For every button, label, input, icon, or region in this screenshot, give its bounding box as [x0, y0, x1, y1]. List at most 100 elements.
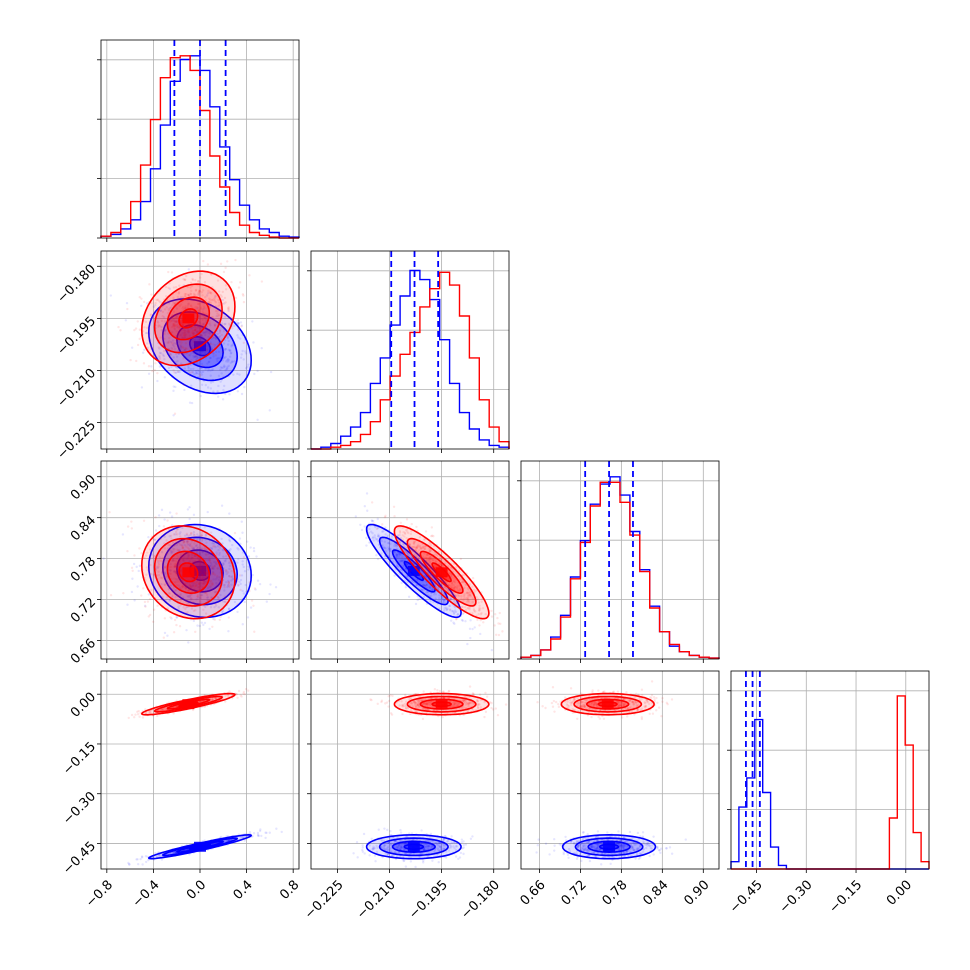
scatter-point — [165, 539, 168, 542]
scatter-point — [220, 295, 223, 298]
scatter-point — [400, 581, 403, 585]
scatter-point — [252, 832, 256, 835]
scatter-point — [200, 362, 203, 366]
scatter-point — [435, 842, 438, 845]
scatter-point — [175, 307, 179, 310]
scatter-point — [154, 590, 158, 593]
scatter-point — [421, 565, 425, 569]
scatter-point — [415, 552, 418, 555]
scatter-point — [211, 582, 214, 585]
scatter-point — [401, 559, 404, 563]
scatter-point — [169, 569, 172, 572]
scatter-point — [208, 297, 211, 300]
scatter-point — [428, 541, 431, 545]
scatter-point — [369, 530, 373, 533]
scatter-point — [456, 585, 459, 588]
scatter-point — [154, 529, 158, 532]
scatter-point — [203, 563, 206, 567]
scatter-point — [203, 570, 206, 574]
scatter-point — [388, 547, 391, 551]
scatter-point — [153, 368, 156, 372]
scatter-point — [408, 569, 411, 572]
scatter-point — [199, 559, 203, 563]
scatter-point — [376, 846, 379, 849]
scatter-point — [363, 505, 367, 508]
scatter-point — [198, 326, 202, 330]
scatter-point — [163, 535, 166, 538]
scatter-point — [209, 606, 213, 609]
scatter-point — [178, 543, 182, 546]
scatter-point — [455, 845, 458, 848]
scatter-point — [432, 593, 436, 596]
scatter-point — [231, 543, 234, 547]
scatter-point — [417, 556, 420, 560]
scatter-point — [144, 855, 148, 858]
scatter-point — [218, 301, 221, 304]
scatter-point — [150, 365, 153, 368]
scatter-point — [206, 571, 209, 574]
scatter-point — [173, 851, 177, 854]
scatter-point — [462, 581, 465, 584]
scatter-point — [194, 306, 197, 309]
scatter-point — [443, 834, 447, 838]
scatter-point — [426, 557, 429, 560]
scatter-point — [241, 623, 244, 626]
scatter-point — [408, 566, 411, 570]
scatter-point — [395, 547, 398, 550]
panel-3-0 — [97, 671, 299, 873]
scatter-point — [212, 545, 215, 548]
scatter-point — [178, 304, 182, 308]
scatter-point — [192, 547, 195, 551]
scatter-point — [463, 586, 466, 589]
panel-background — [521, 671, 719, 869]
scatter-point — [167, 332, 170, 335]
scatter-point — [376, 526, 380, 530]
scatter-point — [265, 600, 269, 603]
scatter-point — [213, 565, 216, 568]
scatter-point — [212, 539, 216, 542]
scatter-point — [473, 626, 476, 629]
scatter-point — [187, 330, 191, 333]
scatter-point — [175, 541, 178, 544]
scatter-point — [436, 847, 439, 850]
scatter-point — [159, 336, 163, 339]
scatter-point — [188, 334, 192, 337]
scatter-point — [197, 280, 200, 283]
scatter-point — [198, 290, 201, 293]
scatter-point — [427, 845, 430, 848]
scatter-point — [218, 357, 221, 360]
scatter-point — [190, 585, 193, 589]
scatter-point — [218, 329, 222, 333]
scatter-point — [433, 850, 436, 854]
scatter-point — [258, 582, 262, 586]
scatter-point — [253, 372, 256, 376]
scatter-point — [195, 583, 198, 587]
scatter-point — [428, 558, 431, 561]
scatter-point — [146, 600, 150, 603]
scatter-point — [172, 322, 175, 326]
scatter-point — [173, 565, 176, 569]
scatter-point — [427, 845, 431, 848]
scatter-point — [175, 565, 178, 569]
scatter-point — [213, 323, 216, 327]
scatter-point — [228, 560, 231, 563]
density-peak — [194, 565, 206, 576]
scatter-point — [269, 583, 272, 586]
scatter-point — [191, 546, 194, 550]
scatter-point — [382, 846, 386, 849]
scatter-point — [392, 539, 395, 543]
scatter-point — [159, 537, 162, 541]
scatter-point — [192, 582, 196, 585]
scatter-point — [169, 353, 172, 356]
scatter-point — [170, 315, 174, 318]
scatter-point — [404, 550, 408, 553]
scatter-point — [161, 310, 165, 314]
scatter-point — [401, 543, 405, 546]
scatter-point — [373, 534, 376, 537]
scatter-point — [198, 586, 201, 589]
scatter-point — [431, 534, 434, 537]
scatter-point — [205, 553, 208, 557]
scatter-point — [233, 324, 236, 328]
scatter-point — [175, 583, 179, 587]
